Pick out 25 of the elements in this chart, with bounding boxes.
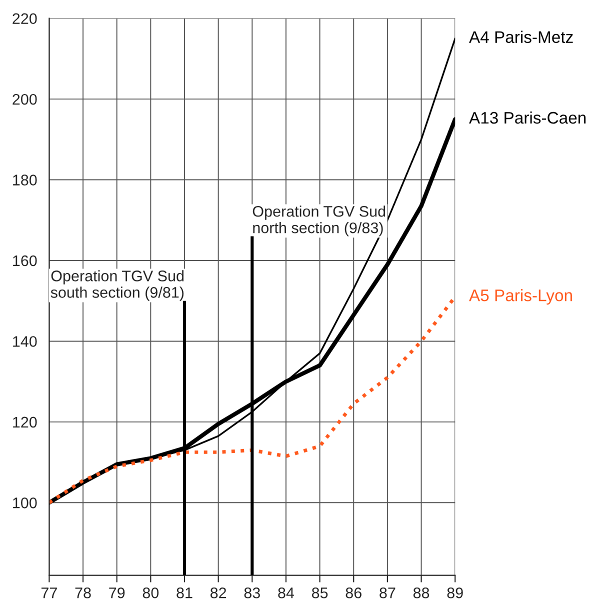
y-tick-label: 220 <box>12 13 37 24</box>
y-tick-label: 200 <box>12 94 37 105</box>
x-tick-label: 87 <box>380 587 396 598</box>
series-label: A5 Paris-Lyon <box>469 289 572 305</box>
ref-line-label: Operation TGV Sud north section (9/83) <box>252 206 386 236</box>
x-tick-label: 78 <box>75 587 91 598</box>
y-tick-label: 180 <box>13 174 37 186</box>
x-tick-label: 82 <box>210 587 226 598</box>
y-tick-label: 100 <box>13 498 37 508</box>
y-tick-label: 160 <box>13 255 37 266</box>
x-tick-label: 85 <box>312 587 328 598</box>
y-tick-label: 140 <box>13 336 37 347</box>
x-tick-label: 86 <box>346 587 362 598</box>
x-tick-label: 77 <box>41 588 57 598</box>
x-tick-label: 79 <box>109 587 125 598</box>
series-label: A4 Paris-Metz <box>469 30 573 44</box>
y-tick-label: 120 <box>13 416 37 428</box>
x-tick-label: 89 <box>447 587 463 598</box>
x-tick-label: 81 <box>176 587 192 598</box>
ref-line-label: Operation TGV Sud south section (9/81) <box>50 270 184 301</box>
x-tick-label: 83 <box>244 587 260 598</box>
series-label: A13 Paris-Caen <box>469 111 586 124</box>
x-tick-label: 84 <box>278 587 294 598</box>
x-tick-label: 80 <box>142 587 159 598</box>
x-tick-label: 88 <box>413 587 430 598</box>
